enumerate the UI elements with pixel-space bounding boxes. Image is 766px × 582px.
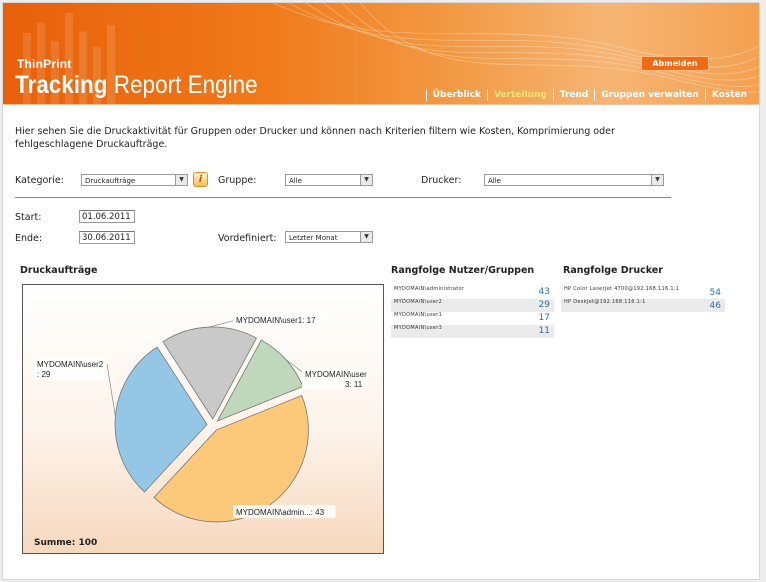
logout-button[interactable]: Abmelden	[641, 56, 709, 71]
chevron-down-icon: ▼	[175, 175, 187, 185]
pie-leader-line	[209, 319, 237, 328]
table-row: HP Color LaserJet 4700@192.168.116.1:1 54	[561, 286, 725, 299]
nav-ueberblick[interactable]: Überblick	[425, 89, 487, 101]
drucker-label: Drucker:	[421, 175, 462, 186]
pie-chart: MYDOMAIN\admin...: 43 MYDOMAIN\user2: 29 M…	[22, 284, 384, 554]
rank-printers-table: HP Color LaserJet 4700@192.168.116.1:1 54…	[561, 286, 725, 312]
gruppe-label: Gruppe:	[218, 175, 257, 186]
chart-total: Summe: 100	[34, 538, 98, 548]
app-title: Tracking Report Engine	[15, 71, 258, 100]
start-label: Start:	[15, 212, 42, 223]
rank-user-value[interactable]: 11	[538, 326, 550, 336]
rank-printers-title: Rangfolge Drucker	[563, 265, 663, 276]
nav-gruppen-verwalten[interactable]: Gruppen verwalten	[594, 89, 704, 101]
rank-user-name: MYDOMAIN\user3	[394, 325, 443, 331]
vordefiniert-select[interactable]: Letzter Monat ▼	[285, 231, 373, 243]
rank-printer-value[interactable]: 46	[709, 301, 721, 311]
table-row: MYDOMAIN\user3 11	[391, 325, 554, 338]
rank-printer-value[interactable]: 54	[709, 288, 721, 298]
pie-slice[interactable]	[162, 326, 258, 420]
ende-label: Ende:	[15, 233, 43, 244]
table-row: HP DeskJet@192.168.116.1:1 46	[561, 299, 725, 312]
pie-label: MYDOMAIN\user3: 11	[302, 367, 368, 390]
gruppe-select[interactable]: Alle ▼	[285, 174, 373, 186]
app-title-bold: Tracking	[15, 71, 108, 99]
vordefiniert-select-value: Letzter Monat	[289, 234, 338, 242]
gruppe-select-value: Alle	[289, 177, 302, 185]
app-title-rest: Report Engine	[107, 71, 258, 99]
nav-verteilung[interactable]: Verteilung	[486, 89, 553, 101]
rank-users-table: MYDOMAIN\administrator 43 MYDOMAIN\user2 2…	[391, 286, 554, 338]
table-row: MYDOMAIN\administrator 43	[391, 286, 554, 299]
filter-divider	[15, 197, 671, 198]
svg-text:MYDOMAIN\user1: 17: MYDOMAIN\user1: 17	[236, 316, 316, 325]
nav-kosten[interactable]: Kosten	[704, 89, 753, 101]
header-divider	[3, 104, 759, 105]
kategorie-select-value: Druckaufträge	[85, 177, 136, 185]
vordefiniert-label: Vordefiniert:	[218, 233, 277, 244]
rank-user-value[interactable]: 17	[538, 313, 550, 323]
rank-user-name: MYDOMAIN\user1	[394, 312, 443, 318]
intro-text: Hier sehen Sie die Druckaktivität für Gr…	[15, 126, 615, 150]
svg-text:MYDOMAIN\admin...: 43: MYDOMAIN\admin...: 43	[236, 508, 325, 517]
pie-label: MYDOMAIN\user1: 17	[233, 313, 322, 326]
chevron-down-icon: ▼	[360, 232, 372, 242]
drucker-select-value: Alle	[488, 177, 501, 185]
start-date-input[interactable]: 01.06.2011	[79, 210, 135, 223]
svg-text:MYDOMAIN\user2: MYDOMAIN\user2	[37, 360, 104, 369]
pie-label: MYDOMAIN\admin...: 43	[233, 505, 336, 518]
rank-printer-name: HP Color LaserJet 4700@192.168.116.1:1	[564, 286, 680, 292]
rank-user-name: MYDOMAIN\administrator	[394, 286, 465, 292]
info-icon[interactable]: i	[193, 172, 208, 187]
rank-printer-name: HP DeskJet@192.168.116.1:1	[564, 299, 646, 305]
svg-text:: 29: : 29	[37, 370, 51, 379]
table-row: MYDOMAIN\user2 29	[391, 299, 554, 312]
rank-user-value[interactable]: 43	[538, 287, 550, 297]
pie-leader-line	[106, 363, 116, 417]
kategorie-label: Kategorie:	[15, 175, 64, 186]
rank-user-value[interactable]: 29	[538, 300, 550, 310]
rank-users-title: Rangfolge Nutzer/Gruppen	[391, 265, 535, 276]
brand-thinprint: ThinPrint	[17, 57, 72, 71]
main-nav: Überblick Verteilung Trend Gruppen verwa…	[425, 89, 753, 101]
header-banner: ThinPrint Tracking Report Engine Abmelde…	[3, 3, 759, 105]
chevron-down-icon: ▼	[651, 175, 663, 185]
pie-slice[interactable]	[114, 346, 208, 493]
svg-text:3: 11: 3: 11	[345, 380, 363, 389]
kategorie-select[interactable]: Druckaufträge ▼	[81, 174, 188, 186]
drucker-select[interactable]: Alle ▼	[484, 174, 664, 186]
rank-user-name: MYDOMAIN\user2	[394, 299, 443, 305]
pie-leader-line	[285, 359, 306, 375]
chevron-down-icon: ▼	[360, 175, 372, 185]
table-row: MYDOMAIN\user1 17	[391, 312, 554, 325]
pie-label: MYDOMAIN\user2: 29	[34, 357, 105, 380]
end-date-input[interactable]: 30.06.2011	[79, 231, 135, 244]
chart-title: Druckaufträge	[20, 265, 98, 276]
nav-trend[interactable]: Trend	[552, 89, 595, 101]
svg-text:MYDOMAIN\user: MYDOMAIN\user	[305, 370, 367, 379]
